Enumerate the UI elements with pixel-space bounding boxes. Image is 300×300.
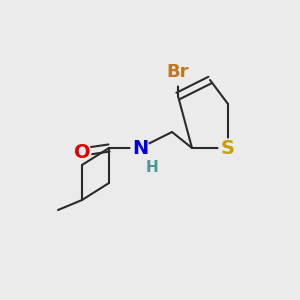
Text: Br: Br [167,63,189,81]
Circle shape [219,139,237,157]
Circle shape [165,59,191,85]
Text: H: H [146,160,158,175]
Circle shape [131,139,149,157]
Circle shape [145,160,159,174]
Text: N: N [132,139,148,158]
Text: O: O [74,142,90,161]
Circle shape [73,143,91,161]
Text: S: S [221,139,235,158]
